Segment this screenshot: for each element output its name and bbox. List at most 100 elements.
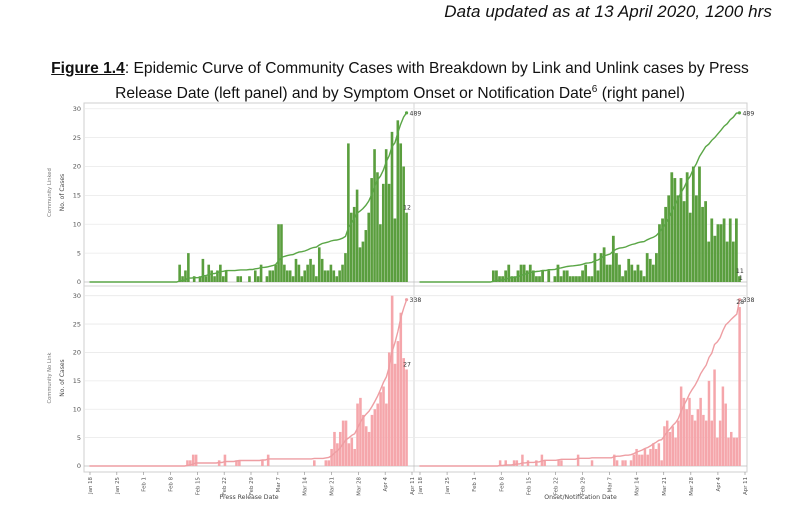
bar <box>615 460 619 466</box>
bar <box>327 460 331 466</box>
bar <box>727 437 730 466</box>
bar <box>535 460 538 466</box>
x-tick-label: Apr 11 <box>743 477 749 495</box>
bar <box>519 264 523 282</box>
bar <box>657 443 661 466</box>
bar <box>396 120 400 283</box>
bar <box>584 264 588 282</box>
bar <box>261 460 264 466</box>
bar <box>504 460 507 466</box>
bar <box>330 448 333 466</box>
y-tick-label: 25 <box>73 320 81 328</box>
bar <box>664 206 668 282</box>
bar <box>393 363 397 466</box>
bar <box>498 460 502 466</box>
bar <box>344 420 348 466</box>
bar <box>568 276 572 282</box>
last-point-label: 1 <box>739 275 743 282</box>
bar <box>707 241 711 282</box>
bar <box>685 172 689 282</box>
x-tick-label: Mar 28 <box>689 476 695 495</box>
bar <box>387 352 391 466</box>
x-tick-label: Feb 22 <box>222 477 228 495</box>
x-tick-label: Jan 18 <box>418 476 424 494</box>
bar <box>725 241 729 282</box>
bar <box>221 276 225 282</box>
x-tick-label: Jan 25 <box>445 477 451 495</box>
bar <box>309 258 312 282</box>
bar <box>367 431 371 466</box>
bar <box>648 258 652 282</box>
bar <box>635 448 638 466</box>
y-tick-label: 20 <box>73 349 81 357</box>
bar <box>677 420 680 466</box>
bar <box>317 247 321 282</box>
figure-label: Figure 1.4 <box>51 60 125 77</box>
bar <box>655 253 658 282</box>
bar <box>670 172 674 282</box>
bar <box>216 270 219 282</box>
cumulative-line <box>89 299 408 467</box>
bar <box>645 253 649 282</box>
y-tick-label: 5 <box>77 434 81 442</box>
last-value-label: 11 <box>736 268 744 275</box>
bar <box>370 178 373 282</box>
bar <box>587 276 591 282</box>
caption-line-1: Figure 1.4: Epidemic Curve of Community … <box>0 58 800 79</box>
bar <box>698 166 701 282</box>
bar <box>399 143 403 282</box>
bar <box>236 276 240 282</box>
bar <box>596 270 600 282</box>
bar <box>385 403 388 466</box>
bar <box>350 437 354 466</box>
bar <box>701 206 704 282</box>
bar <box>184 270 187 282</box>
bar <box>297 264 301 282</box>
bar <box>198 276 202 282</box>
bar <box>704 420 708 466</box>
bar <box>721 386 725 466</box>
row-label: Community Linked <box>47 168 53 217</box>
bar <box>315 276 318 282</box>
bar <box>722 218 726 282</box>
bar <box>682 201 686 282</box>
bar <box>224 270 228 282</box>
bar <box>306 264 309 282</box>
x-tick-label: Feb 15 <box>195 477 201 495</box>
bar <box>556 264 560 282</box>
bar <box>333 431 336 466</box>
bar <box>571 276 575 282</box>
bar <box>280 224 283 282</box>
bar <box>640 454 644 466</box>
bar <box>575 276 578 282</box>
bar <box>710 218 714 282</box>
bar <box>324 460 328 466</box>
bar <box>718 420 722 466</box>
cumulative-endpoint <box>404 111 409 115</box>
bar <box>367 212 371 282</box>
bar <box>734 218 738 282</box>
x-tick-label: Feb 29 <box>249 476 255 495</box>
cumulative-total-label: 338 <box>410 297 422 304</box>
y-tick-label: 0 <box>77 462 81 470</box>
figure-caption: Figure 1.4: Epidemic Curve of Community … <box>0 58 800 104</box>
panel-top-left: 489 12 0 5 10 15 20 25 30 No. of Cases Community L… <box>47 105 421 286</box>
bar <box>713 235 717 282</box>
bar <box>547 270 551 282</box>
bar <box>379 224 382 282</box>
bar <box>565 270 569 282</box>
x-tick-label: Feb 1 <box>472 477 478 492</box>
bar <box>332 270 336 282</box>
bar <box>382 386 385 466</box>
x-tick-label: Apr 4 <box>383 476 389 491</box>
bar <box>379 392 382 466</box>
bar <box>347 443 351 466</box>
y-axis-label: No. of Cases <box>59 359 66 396</box>
bar <box>663 426 666 466</box>
bar <box>693 420 697 466</box>
bar <box>335 276 339 282</box>
y-tick-label: 30 <box>73 105 81 113</box>
bar <box>189 460 192 466</box>
y-tick-label: 30 <box>73 292 81 300</box>
